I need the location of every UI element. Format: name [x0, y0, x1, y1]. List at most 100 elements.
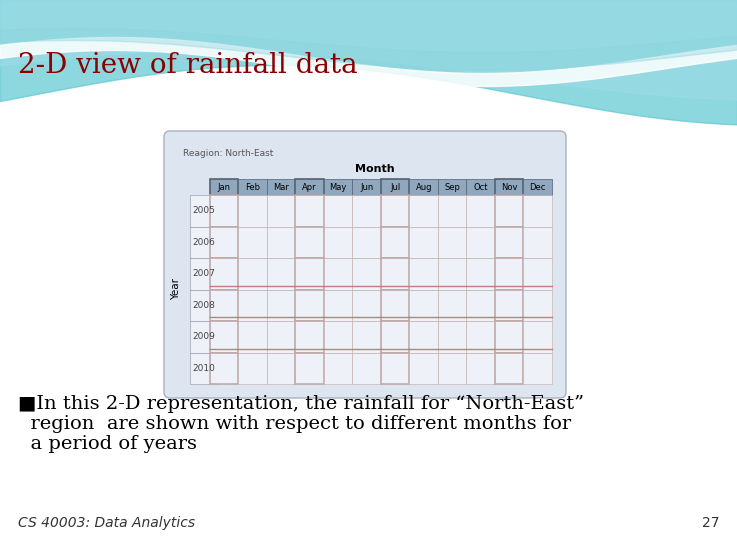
- Text: ■In this 2-D representation, the rainfall for “North-East”: ■In this 2-D representation, the rainfal…: [18, 395, 584, 413]
- Text: Aug: Aug: [416, 183, 432, 192]
- Bar: [210, 258, 239, 289]
- Bar: [210, 195, 239, 226]
- Bar: [296, 258, 324, 289]
- Text: Apr: Apr: [302, 183, 317, 192]
- Bar: [438, 289, 467, 321]
- Bar: [523, 258, 552, 289]
- Bar: [267, 226, 296, 258]
- Bar: [267, 289, 296, 321]
- Bar: [296, 321, 324, 353]
- Bar: [296, 353, 324, 384]
- Bar: [495, 179, 523, 195]
- FancyBboxPatch shape: [164, 131, 566, 398]
- Bar: [495, 226, 523, 258]
- Text: 2007: 2007: [192, 269, 215, 278]
- Bar: [352, 289, 381, 321]
- Bar: [324, 321, 352, 353]
- Bar: [381, 179, 410, 195]
- Text: 2-D view of rainfall data: 2-D view of rainfall data: [18, 52, 357, 79]
- Bar: [495, 195, 523, 226]
- Bar: [381, 321, 410, 353]
- Bar: [410, 179, 438, 195]
- Bar: [410, 289, 438, 321]
- Bar: [210, 226, 239, 258]
- Text: Jul: Jul: [390, 183, 400, 192]
- Text: CS 40003: Data Analytics: CS 40003: Data Analytics: [18, 516, 195, 530]
- Text: Dec: Dec: [530, 183, 546, 192]
- Bar: [495, 353, 523, 384]
- Bar: [410, 226, 438, 258]
- Bar: [467, 195, 495, 226]
- Bar: [381, 226, 410, 258]
- Text: 27: 27: [702, 516, 720, 530]
- Bar: [438, 226, 467, 258]
- Bar: [267, 258, 296, 289]
- Bar: [381, 353, 410, 384]
- Bar: [190, 258, 217, 289]
- Text: Nov: Nov: [501, 183, 517, 192]
- Text: 2005: 2005: [192, 206, 215, 215]
- Text: Reagion: North-East: Reagion: North-East: [183, 150, 273, 159]
- Bar: [523, 353, 552, 384]
- Bar: [438, 353, 467, 384]
- Bar: [239, 353, 267, 384]
- Bar: [190, 289, 217, 321]
- Bar: [210, 353, 239, 384]
- Text: Year: Year: [171, 279, 181, 300]
- Text: 2010: 2010: [192, 364, 215, 373]
- Bar: [324, 289, 352, 321]
- Bar: [296, 179, 324, 195]
- Bar: [267, 321, 296, 353]
- Text: Month: Month: [355, 164, 395, 174]
- Bar: [467, 289, 495, 321]
- Bar: [296, 195, 324, 226]
- Bar: [523, 321, 552, 353]
- Bar: [381, 195, 410, 226]
- Bar: [352, 258, 381, 289]
- Bar: [324, 226, 352, 258]
- Bar: [324, 195, 352, 226]
- Bar: [352, 195, 381, 226]
- Bar: [324, 353, 352, 384]
- Bar: [190, 226, 217, 258]
- Bar: [467, 226, 495, 258]
- Text: May: May: [329, 183, 347, 192]
- Bar: [495, 321, 523, 353]
- Bar: [267, 179, 296, 195]
- Bar: [239, 179, 267, 195]
- Bar: [352, 321, 381, 353]
- Text: a period of years: a period of years: [18, 435, 197, 453]
- Bar: [523, 179, 552, 195]
- Bar: [210, 179, 239, 195]
- Bar: [296, 226, 324, 258]
- Bar: [438, 179, 467, 195]
- Bar: [467, 179, 495, 195]
- Bar: [523, 195, 552, 226]
- Bar: [410, 258, 438, 289]
- Text: Oct: Oct: [473, 183, 488, 192]
- Bar: [190, 195, 217, 226]
- Bar: [239, 195, 267, 226]
- Bar: [438, 321, 467, 353]
- Bar: [495, 258, 523, 289]
- Bar: [381, 258, 410, 289]
- Bar: [239, 289, 267, 321]
- Bar: [410, 321, 438, 353]
- Text: Jun: Jun: [360, 183, 374, 192]
- Text: Sep: Sep: [444, 183, 460, 192]
- Bar: [467, 353, 495, 384]
- Bar: [523, 226, 552, 258]
- Bar: [467, 321, 495, 353]
- Bar: [324, 258, 352, 289]
- Bar: [190, 353, 217, 384]
- Text: region  are shown with respect to different months for: region are shown with respect to differe…: [18, 415, 571, 433]
- Bar: [296, 289, 324, 321]
- Bar: [239, 321, 267, 353]
- Bar: [410, 195, 438, 226]
- Bar: [190, 321, 217, 353]
- Text: 2006: 2006: [192, 238, 215, 247]
- Bar: [324, 179, 352, 195]
- Text: Mar: Mar: [273, 183, 289, 192]
- Bar: [352, 179, 381, 195]
- Text: 2009: 2009: [192, 332, 215, 341]
